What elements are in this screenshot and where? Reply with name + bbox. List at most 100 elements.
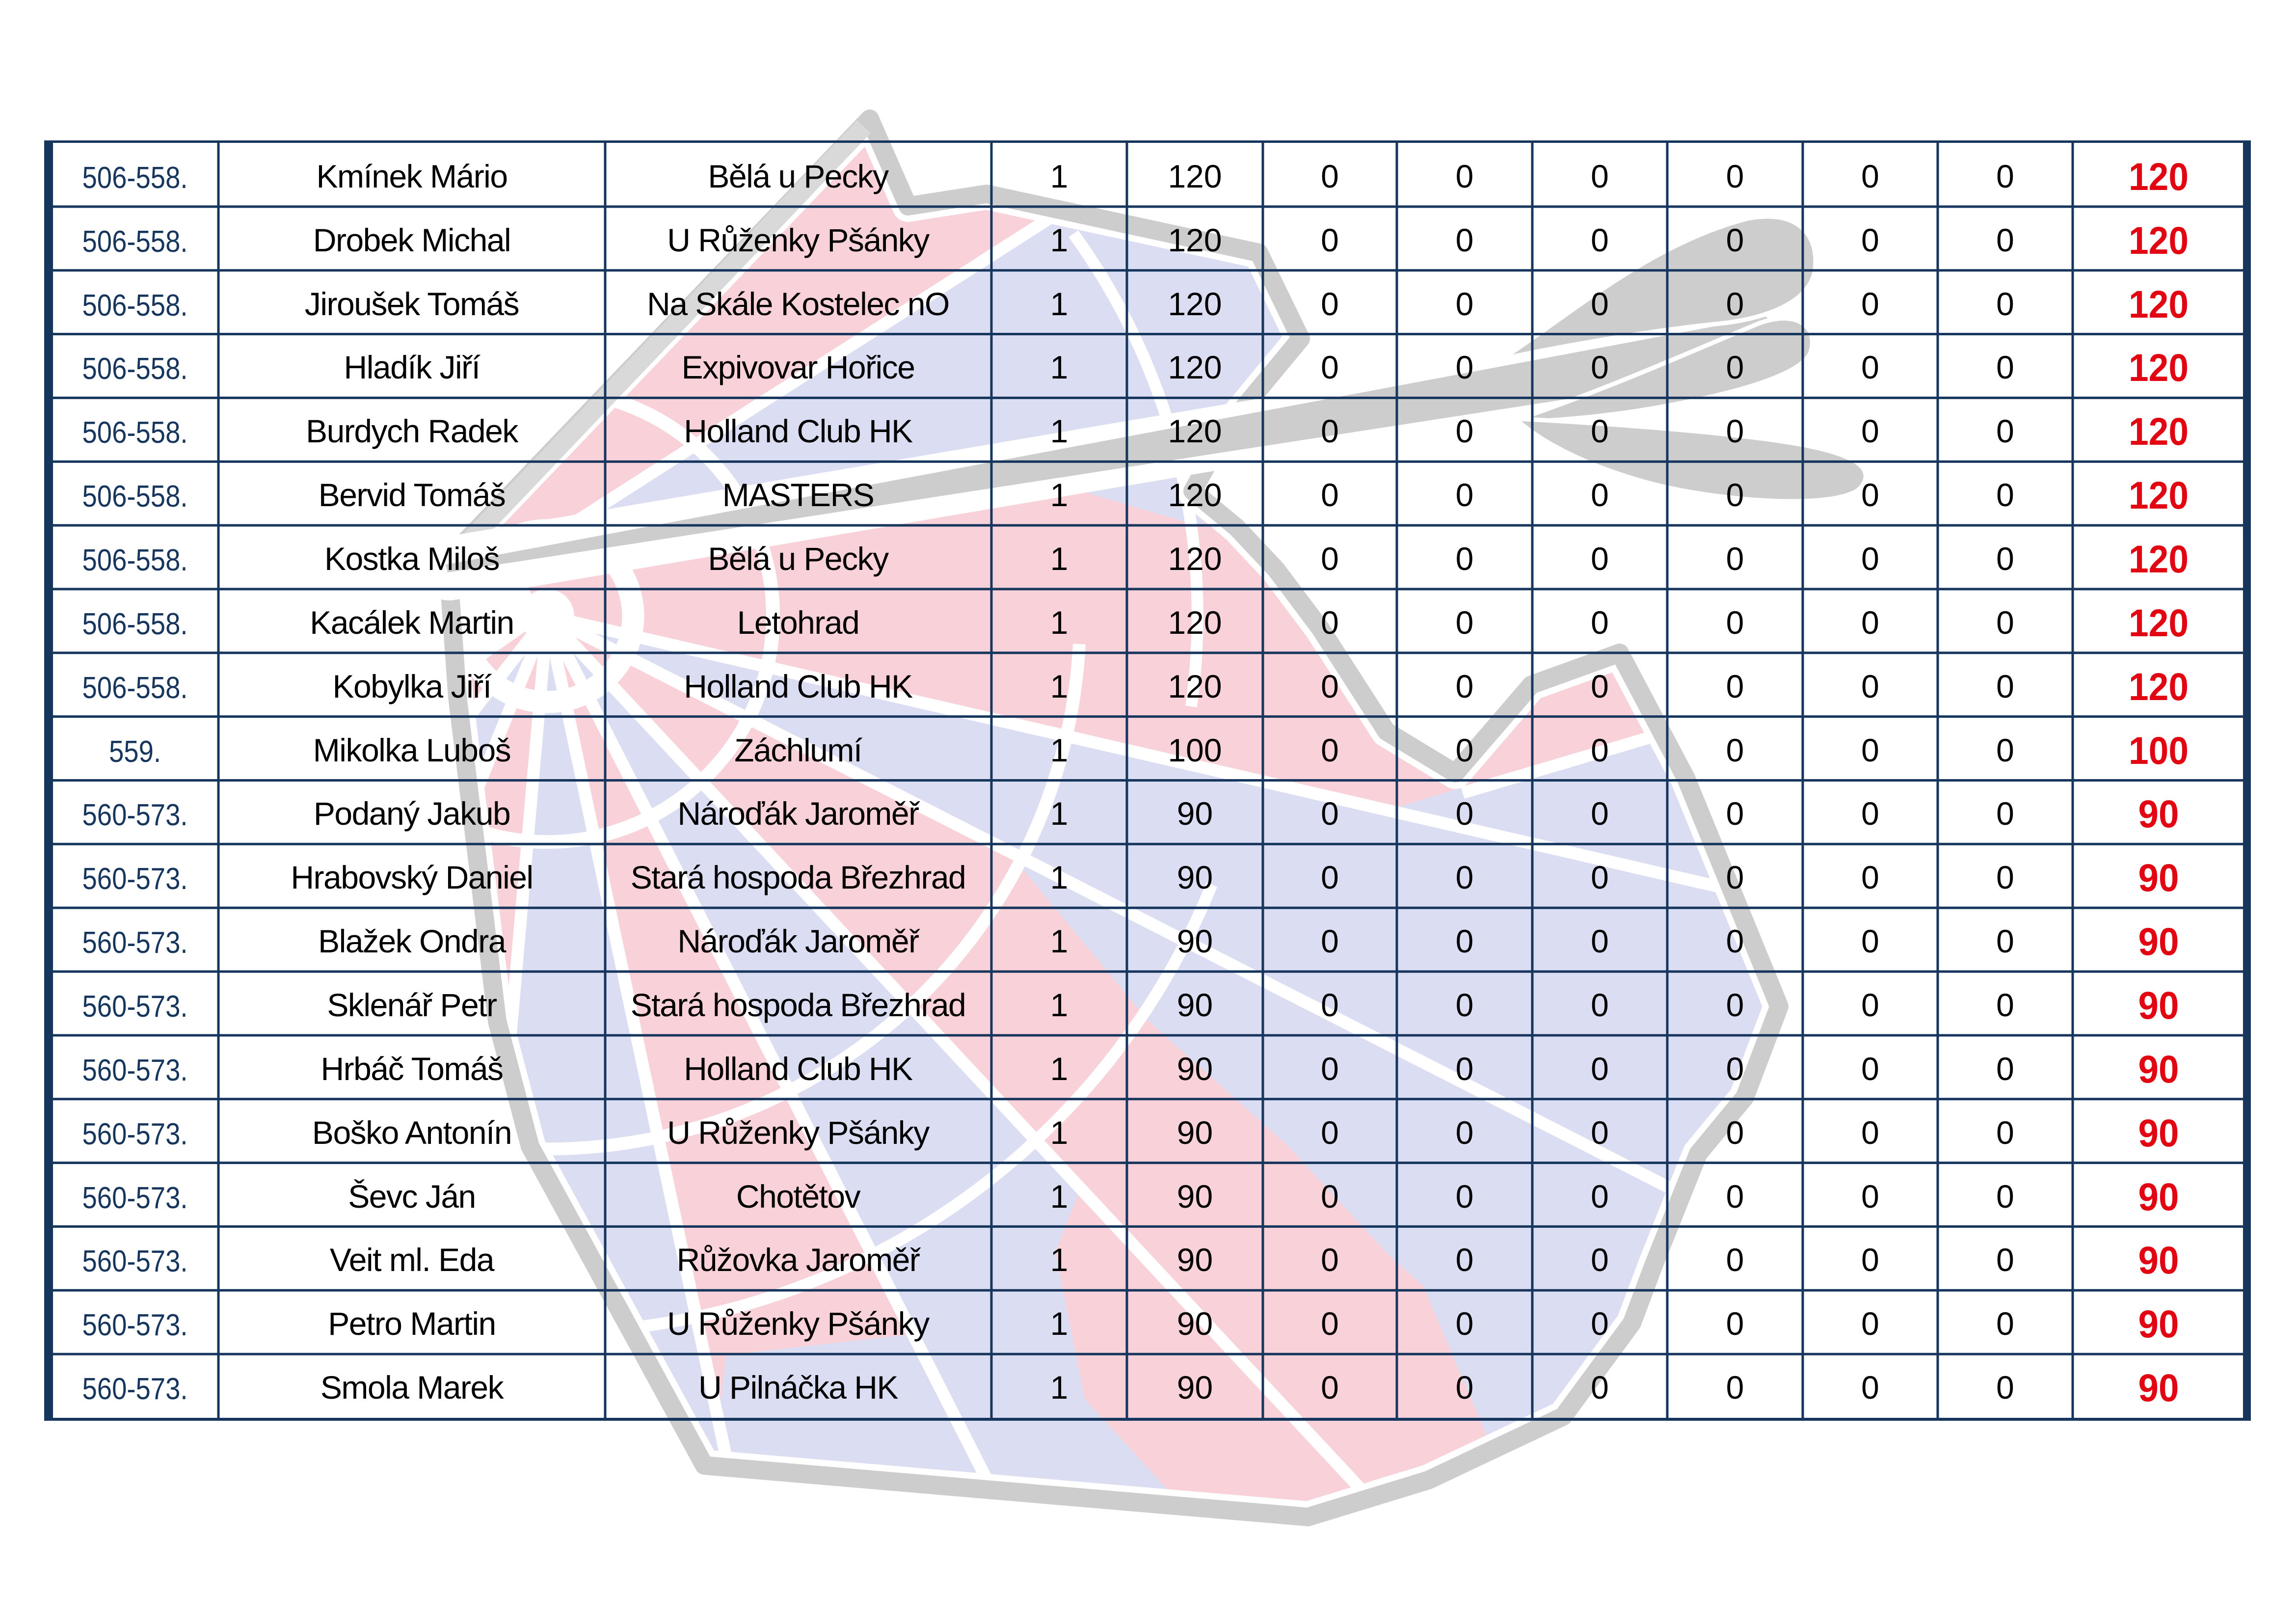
svg-text:0: 0 [1861,668,1879,704]
svg-text:Nároďák Jaroměř: Nároďák Jaroměř [677,795,920,832]
svg-text:0: 0 [1321,158,1339,194]
svg-text:0: 0 [1456,286,1474,322]
svg-text:0: 0 [1321,1051,1339,1087]
svg-text:0: 0 [1456,987,1474,1023]
svg-text:1: 1 [1050,158,1068,194]
svg-text:0: 0 [1321,541,1339,577]
svg-text:Kostka Miloš: Kostka Miloš [324,541,499,577]
svg-text:0: 0 [1861,795,1879,832]
svg-text:Na Skále Kostelec nO: Na Skále Kostelec nO [647,286,949,322]
svg-text:0: 0 [1996,1051,2014,1087]
svg-text:0: 0 [1321,477,1339,513]
svg-text:Hladík Jiří: Hladík Jiří [344,349,481,385]
svg-text:120: 120 [2129,537,2189,581]
svg-text:0: 0 [1591,604,1609,641]
svg-text:0: 0 [1996,859,2014,895]
svg-text:90: 90 [1177,1242,1213,1278]
svg-text:120: 120 [2129,282,2189,326]
svg-text:MASTERS: MASTERS [722,477,874,513]
svg-text:1: 1 [1050,1114,1068,1151]
svg-text:0: 0 [1996,541,2014,577]
svg-text:90: 90 [1177,987,1213,1023]
svg-text:U Pilnáčka HK: U Pilnáčka HK [698,1369,898,1406]
svg-text:0: 0 [1591,1369,1609,1406]
svg-text:1: 1 [1050,987,1068,1023]
svg-text:0: 0 [1321,668,1339,704]
svg-text:0: 0 [1726,668,1744,704]
svg-text:90: 90 [1177,1051,1213,1087]
svg-text:0: 0 [1591,222,1609,258]
svg-text:0: 0 [1591,158,1609,194]
svg-text:100: 100 [2129,729,2189,772]
svg-text:0: 0 [1726,795,1744,832]
svg-text:0: 0 [1996,286,2014,322]
svg-text:Bervid Tomáš: Bervid Tomáš [319,477,506,513]
svg-text:0: 0 [1861,1178,1879,1215]
svg-text:0: 0 [1861,987,1879,1023]
svg-text:1: 1 [1050,732,1068,768]
svg-text:0: 0 [1321,859,1339,895]
svg-text:1: 1 [1050,859,1068,895]
svg-text:1: 1 [1050,795,1068,832]
svg-text:Burdych Radek: Burdych Radek [306,413,519,449]
svg-text:1: 1 [1050,604,1068,641]
svg-text:0: 0 [1456,923,1474,959]
svg-text:Růžovka Jaroměř: Růžovka Jaroměř [677,1242,921,1278]
svg-text:1: 1 [1050,923,1068,959]
svg-text:0: 0 [1321,987,1339,1023]
svg-text:120: 120 [1168,668,1222,704]
svg-text:1: 1 [1050,541,1068,577]
svg-text:560-573.: 560-573. [82,798,188,832]
svg-text:0: 0 [1996,1369,2014,1406]
svg-text:0: 0 [1996,604,2014,641]
svg-text:0: 0 [1456,413,1474,449]
svg-text:559.: 559. [109,735,161,769]
svg-text:0: 0 [1456,477,1474,513]
svg-text:0: 0 [1996,923,2014,959]
svg-text:Drobek Michal: Drobek Michal [313,222,510,258]
svg-text:560-573.: 560-573. [82,1117,188,1151]
svg-text:0: 0 [1726,604,1744,641]
svg-text:Kobylka Jiří: Kobylka Jiří [332,668,492,704]
svg-text:0: 0 [1591,349,1609,385]
svg-text:0: 0 [1591,413,1609,449]
svg-text:Smola Marek: Smola Marek [320,1369,505,1406]
svg-text:506-558.: 506-558. [82,480,188,514]
svg-text:0: 0 [1861,349,1879,385]
svg-text:120: 120 [1168,158,1222,194]
svg-text:90: 90 [2138,1238,2179,1282]
svg-text:90: 90 [2138,1302,2179,1346]
svg-text:90: 90 [2138,1047,2179,1091]
svg-text:0: 0 [1726,1305,1744,1342]
svg-text:Stará hospoda Březhrad: Stará hospoda Březhrad [631,987,965,1023]
svg-text:560-573.: 560-573. [82,1308,188,1342]
svg-text:0: 0 [1861,286,1879,322]
svg-text:0: 0 [1861,1369,1879,1406]
svg-text:0: 0 [1321,795,1339,832]
svg-text:0: 0 [1861,541,1879,577]
svg-text:90: 90 [2138,856,2179,899]
svg-text:Kacálek Martin: Kacálek Martin [310,604,514,641]
svg-text:U Růženky Pšánky: U Růženky Pšánky [667,1114,930,1151]
svg-text:Holland Club HK: Holland Club HK [684,668,913,704]
svg-text:506-558.: 506-558. [82,671,188,705]
svg-text:90: 90 [1177,859,1213,895]
svg-text:0: 0 [1591,1051,1609,1087]
svg-text:90: 90 [1177,795,1213,832]
svg-text:0: 0 [1861,604,1879,641]
svg-text:560-573.: 560-573. [82,1054,188,1087]
svg-text:0: 0 [1456,1305,1474,1342]
svg-text:0: 0 [1726,1242,1744,1278]
svg-text:0: 0 [1726,732,1744,768]
svg-text:0: 0 [1726,859,1744,895]
svg-text:Záchlumí: Záchlumí [734,732,863,768]
svg-text:0: 0 [1321,604,1339,641]
svg-text:0: 0 [1456,1369,1474,1406]
svg-text:120: 120 [2129,346,2189,389]
svg-text:0: 0 [1996,1305,2014,1342]
svg-text:560-573.: 560-573. [82,862,188,896]
svg-text:1: 1 [1050,1305,1068,1342]
svg-text:1: 1 [1050,668,1068,704]
svg-text:Stará hospoda Březhrad: Stará hospoda Březhrad [631,859,965,895]
svg-text:0: 0 [1861,1242,1879,1278]
